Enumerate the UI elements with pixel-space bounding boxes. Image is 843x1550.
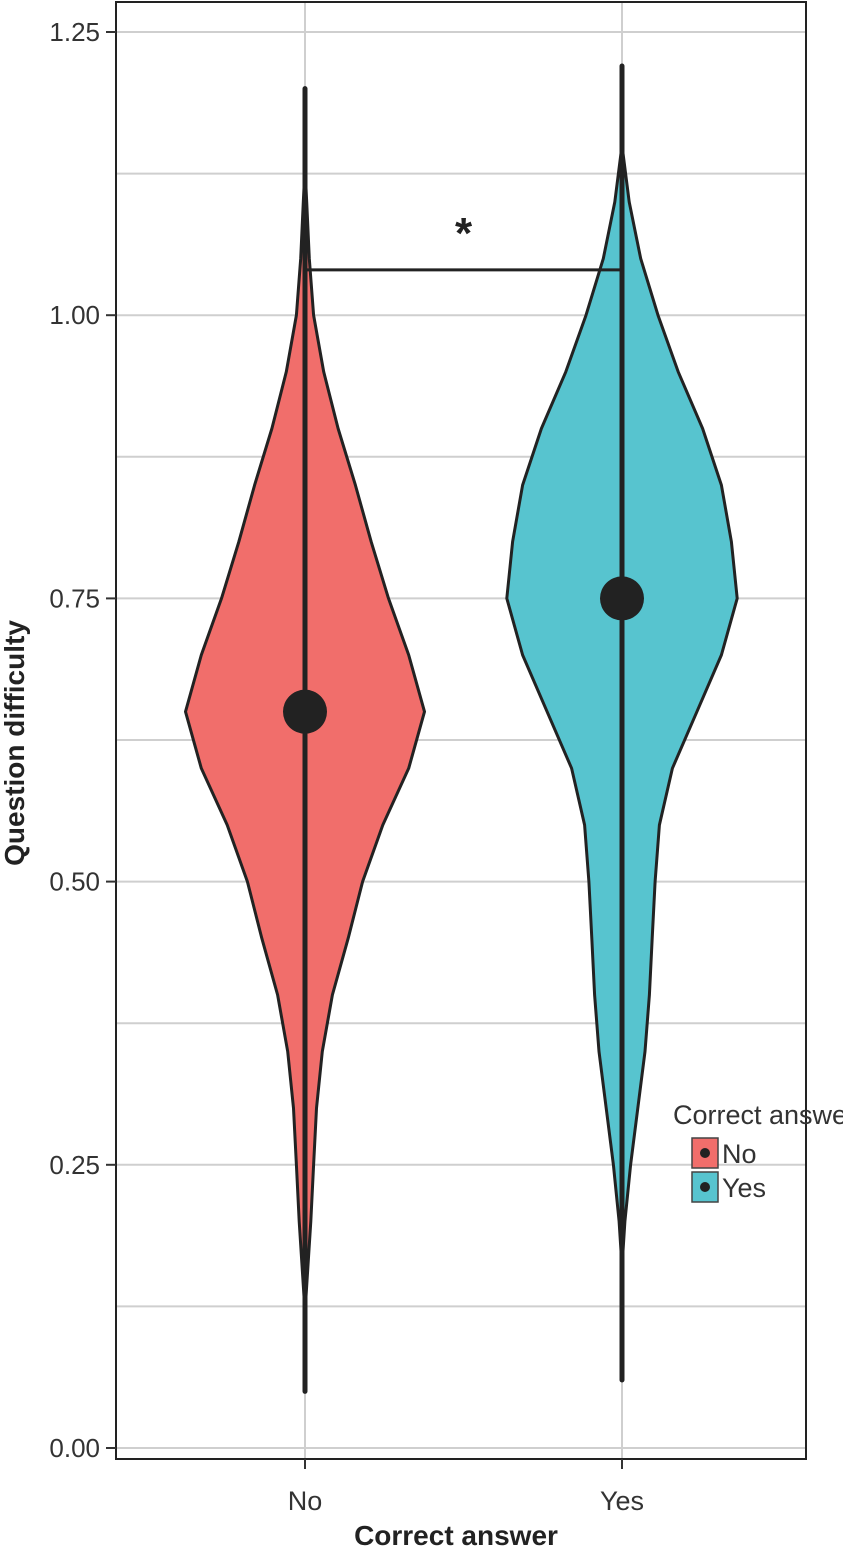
legend-key-point xyxy=(700,1148,710,1158)
y-tick-label: 1.00 xyxy=(49,300,100,330)
legend-key-no xyxy=(691,1137,719,1169)
x-axis-title: Correct answer xyxy=(354,1520,558,1550)
legend-title: Correct answer xyxy=(673,1100,843,1130)
legend-label-yes: Yes xyxy=(722,1173,766,1203)
legend-label-no: No xyxy=(722,1139,757,1169)
mean-point-no xyxy=(283,689,327,734)
y-tick-label: 1.25 xyxy=(49,17,100,47)
y-tick-label: 0.75 xyxy=(49,583,100,613)
significance-bracket xyxy=(303,268,624,298)
plot-panel-border xyxy=(115,1,807,1460)
y-tick-label: 0.00 xyxy=(49,1433,100,1463)
mean-point-yes xyxy=(600,576,644,621)
legend-key-point xyxy=(700,1182,710,1192)
significance-label: * xyxy=(455,209,473,258)
y-tick-label: 0.50 xyxy=(49,867,100,897)
axis-layer: 0.00 0.25 0.50 0.75 1.00 1.25 No Yes xyxy=(49,17,644,1516)
violin-layer: * xyxy=(184,63,739,1394)
x-tick-label: No xyxy=(288,1486,323,1516)
x-tick-label: Yes xyxy=(600,1486,644,1516)
legend: Correct answer No Yes xyxy=(673,1100,843,1203)
y-axis-title: Question difficulty xyxy=(0,620,30,866)
y-tick-label: 0.25 xyxy=(49,1150,100,1180)
